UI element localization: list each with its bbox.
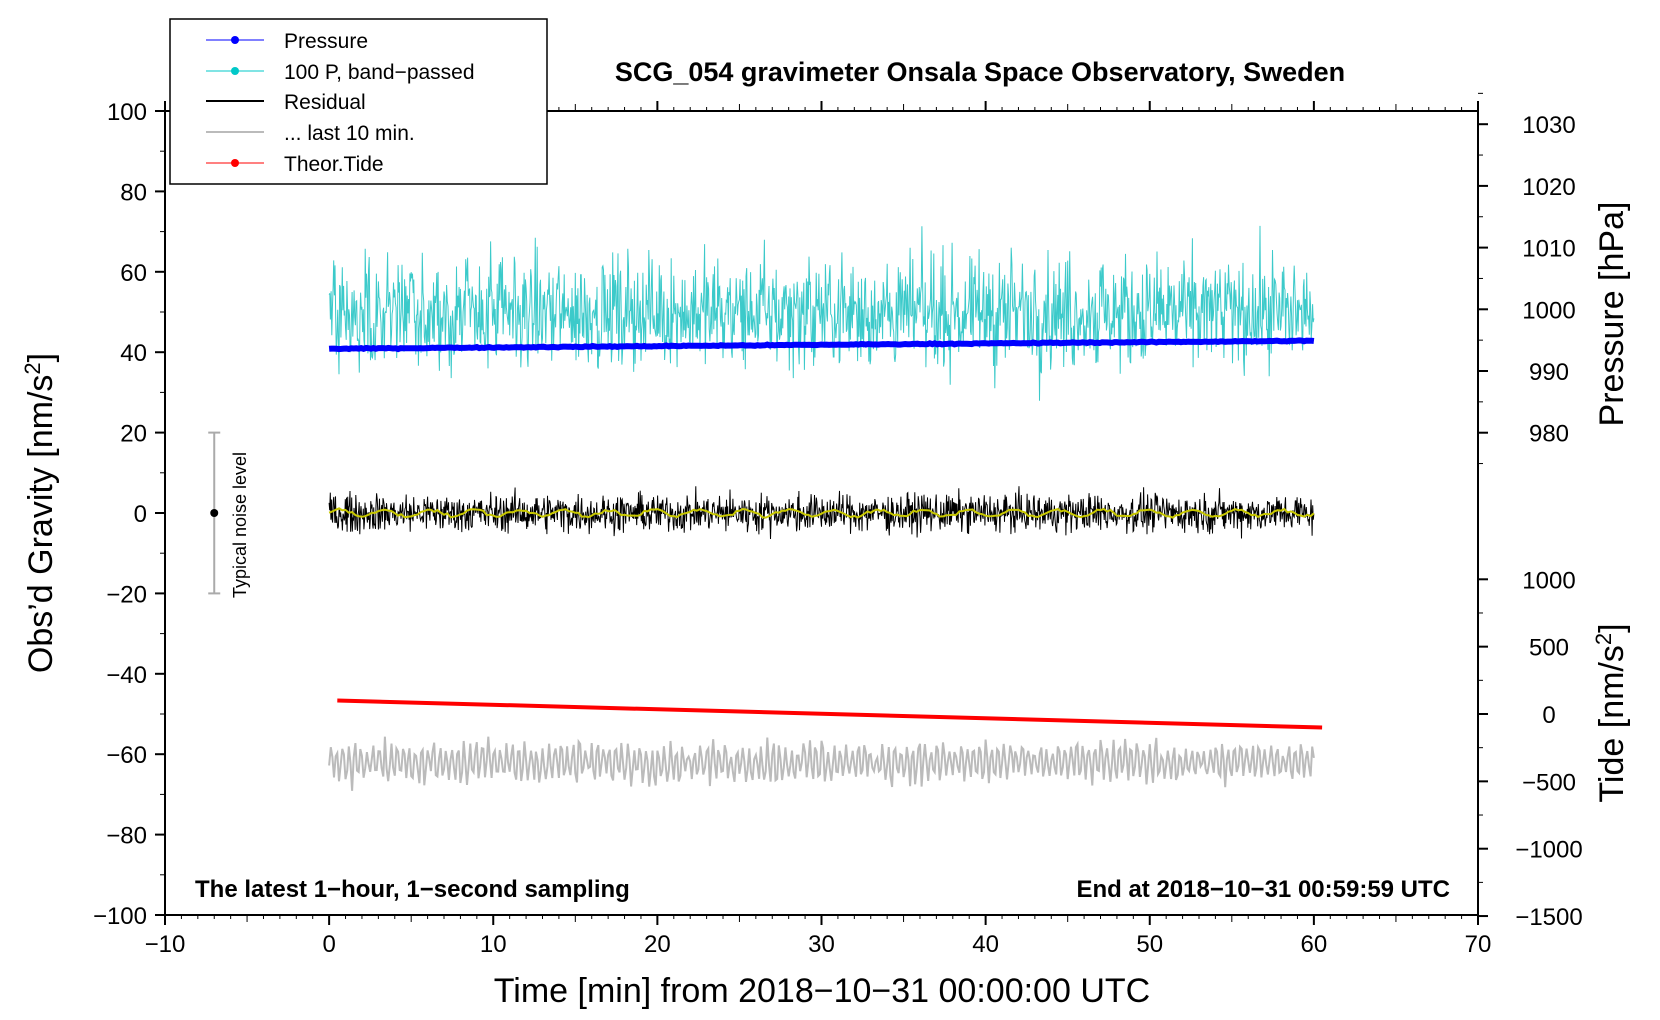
- x-tick-label: 10: [480, 931, 507, 958]
- y-tick-label: −80: [106, 823, 147, 850]
- y-tick-label: 40: [120, 340, 147, 367]
- y-axis-left-title-main: Obs’d Gravity [nm/s: [22, 375, 60, 674]
- legend-label-last-10-min: ... last 10 min.: [284, 122, 415, 145]
- tide-tick-label: −1500: [1515, 904, 1582, 931]
- y-tick-label: 20: [120, 421, 147, 448]
- noise-center-dot: [210, 509, 219, 517]
- legend-label-bandpass: 100 P, band−passed: [284, 61, 475, 84]
- chart-title: SCG_054 gravimeter Onsala Space Observat…: [615, 57, 1345, 87]
- legend: Pressure 100 P, band−passed Residual ...…: [169, 18, 548, 185]
- y-tick-label: −40: [106, 662, 147, 689]
- series-bandpass-pressure: [328, 225, 1315, 401]
- noise-level-indicator: Typical noise level: [208, 431, 250, 598]
- legend-label-theor-tide: Theor.Tide: [284, 153, 384, 176]
- y-axis-left-title-end: ]: [22, 353, 60, 362]
- x-tick-label: 70: [1465, 931, 1492, 958]
- annotation-end-time: End at 2018−10−31 00:59:59 UTC: [1076, 876, 1450, 903]
- legend-item-residual: Residual: [206, 91, 366, 114]
- x-tick-label: 50: [1136, 931, 1163, 958]
- pressure-tick-label: 1020: [1522, 174, 1575, 201]
- legend-item-bandpass: 100 P, band−passed: [206, 61, 475, 84]
- x-tick-label: −10: [145, 931, 186, 958]
- pressure-tick-label: 1030: [1522, 112, 1575, 139]
- y-axis-tide-title-main: Tide [nm/s: [1593, 645, 1631, 802]
- legend-marker-bandpass: [231, 67, 239, 75]
- x-tick-label: 60: [1301, 931, 1328, 958]
- y-tick-label: 60: [120, 260, 147, 287]
- y-axis-left-title: Obs’d Gravity [nm/s2]: [20, 353, 60, 673]
- series-last-10-min: [328, 736, 1315, 791]
- tide-tick-label: −1000: [1515, 837, 1582, 864]
- y-axis-tide-title-end: ]: [1593, 623, 1631, 632]
- y-axis-left-title-sup: 2: [20, 362, 45, 374]
- x-tick-label: 20: [644, 931, 671, 958]
- legend-item-pressure: Pressure: [206, 30, 368, 53]
- pressure-tick-label: 1000: [1522, 297, 1575, 324]
- y-tick-label: −100: [93, 903, 147, 930]
- x-tick-label: 0: [322, 931, 335, 958]
- legend-item-last-10-min: ... last 10 min.: [206, 122, 415, 145]
- y-axis-tide-title-sup: 2: [1591, 633, 1616, 645]
- legend-label-pressure: Pressure: [284, 30, 368, 53]
- pressure-tick-label: 980: [1529, 421, 1569, 448]
- x-tick-label: 30: [808, 931, 835, 958]
- noise-level-label: Typical noise level: [230, 452, 250, 598]
- series-layer: [328, 225, 1323, 791]
- pressure-tick-label: 990: [1529, 359, 1569, 386]
- x-tick-label: 40: [972, 931, 999, 958]
- series-residual-smoothed: [328, 507, 1315, 519]
- x-axis-title: Time [min] from 2018−10−31 00:00:00 UTC: [494, 972, 1150, 1010]
- series-pressure: [328, 337, 1315, 353]
- legend-marker-theor-tide: [231, 159, 239, 167]
- tide-tick-label: 0: [1542, 702, 1555, 729]
- annotation-latest-hour: The latest 1−hour, 1−second sampling: [195, 876, 630, 903]
- pressure-tick-label: 1010: [1522, 236, 1575, 263]
- tide-tick-label: 500: [1529, 635, 1569, 662]
- y-tick-label: 0: [134, 501, 147, 528]
- axis-ticks: −10 0 10 20 30 40 50 60 70−100−80−60−40−20020406…: [93, 92, 1583, 958]
- y-axis-pressure-title: Pressure [hPa]: [1593, 202, 1631, 427]
- tide-tick-label: 1000: [1522, 567, 1575, 594]
- y-axis-tide-title: Tide [nm/s2]: [1591, 623, 1631, 802]
- legend-marker-pressure: [231, 36, 239, 44]
- series-theoretical-tide: [337, 698, 1323, 730]
- y-tick-label: 80: [120, 179, 147, 206]
- legend-label-residual: Residual: [284, 91, 366, 114]
- y-tick-label: 100: [107, 99, 147, 126]
- y-tick-label: −60: [106, 742, 147, 769]
- legend-item-theor-tide: Theor.Tide: [206, 153, 384, 176]
- tide-tick-label: −500: [1522, 769, 1576, 796]
- y-tick-label: −20: [106, 581, 147, 608]
- series-residual: [328, 486, 1315, 540]
